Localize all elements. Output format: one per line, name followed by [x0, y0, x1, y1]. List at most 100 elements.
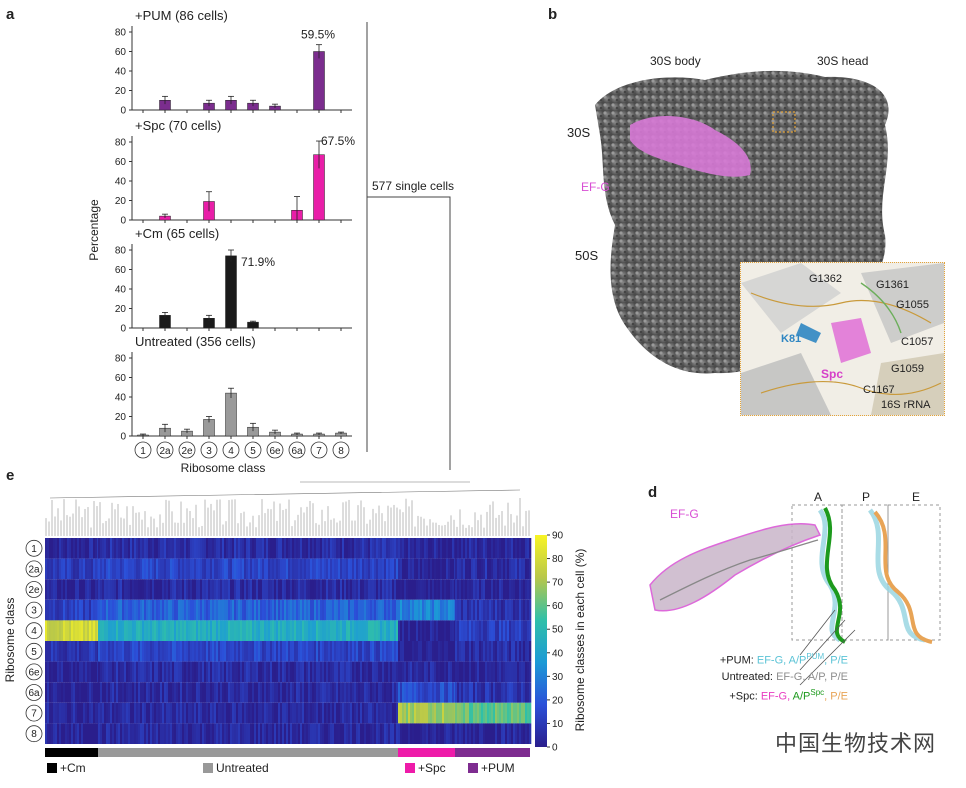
site-a-label: A — [814, 490, 822, 504]
row-circle-6e — [25, 663, 43, 681]
ytick-1-4: 80 — [115, 138, 127, 149]
class-circle-2a — [156, 441, 174, 459]
ytick-0-3: 60 — [115, 47, 127, 58]
annotation-2: 71.9% — [241, 255, 275, 269]
panel-a-xlabel: Ribosome class — [181, 461, 266, 475]
legend-spc-sup: Spc — [810, 687, 825, 697]
legend-spc-ap: A/P — [790, 690, 811, 703]
label-30s: 30S — [567, 125, 590, 140]
ytick-1-2: 40 — [115, 177, 127, 188]
class-circle-2e — [178, 441, 196, 459]
class-label-2e: 2e — [181, 446, 193, 457]
panel-letter-a: a — [6, 6, 15, 23]
row-label-5: 5 — [31, 647, 37, 658]
row-label-6e: 6e — [28, 667, 40, 678]
ytick-2-1: 20 — [115, 304, 127, 315]
inset-label-spc: Spc — [821, 367, 844, 381]
inset-structure — [741, 263, 944, 415]
legend-spc-pe: , P/E — [824, 690, 848, 703]
class-circle-4 — [222, 441, 240, 459]
legend-pum-efg: EF-G, A/P — [756, 654, 807, 667]
class-circle-6e — [266, 441, 284, 459]
legend-pum-sup: PUM — [806, 652, 825, 661]
legend-spc-efg: EF-G, — [760, 690, 791, 703]
label-30s-body: 30S body — [650, 55, 701, 68]
class-label-5: 5 — [250, 446, 256, 457]
row-circle-6a — [25, 684, 43, 701]
single-cells-label: 577 single cells — [372, 179, 454, 193]
panel-d-legend: +PUM: EF-G, A/PPUM, P/E Untreated: EF-G,… — [648, 649, 848, 704]
class-label-3: 3 — [206, 446, 212, 457]
row-circle-2a — [25, 560, 43, 578]
subplot-title-1: +Spc (70 cells) — [135, 118, 221, 133]
row-label-7: 7 — [31, 709, 37, 720]
group-bar-1 — [98, 748, 398, 757]
cb-tick-30: 30 — [552, 672, 564, 683]
row-circle-8 — [25, 725, 43, 743]
cb-tick-40: 40 — [552, 648, 564, 659]
tree-connector — [366, 22, 451, 470]
panel-d-structure-overlay: A P E EF-G — [649, 490, 941, 686]
ytick-0-4: 80 — [115, 28, 127, 39]
inset-label-g1055: G1055 — [896, 299, 930, 311]
class-label-8: 8 — [338, 446, 344, 457]
row-circle-1 — [25, 539, 43, 557]
group-bar-2 — [398, 748, 455, 757]
group-legend-1: Untreated — [216, 761, 269, 775]
panel-a-ylabel: Percentage — [87, 199, 101, 261]
ytick-1-0: 0 — [120, 216, 126, 227]
site-e-label: E — [912, 490, 920, 504]
bar-0-8 — [313, 51, 325, 111]
annotation-1: 67.5% — [321, 134, 355, 148]
row-circle-5 — [25, 642, 43, 660]
panel-e-ylabel: Ribosome class — [3, 598, 17, 683]
class-label-2a: 2a — [159, 446, 171, 457]
class-circle-3 — [200, 441, 218, 459]
group-bar-3 — [455, 748, 530, 757]
efg-density — [630, 115, 751, 177]
row-label-6a: 6a — [28, 688, 40, 699]
heatmap-cells — [45, 538, 532, 744]
legend-untreated-prefix: Untreated: — [721, 670, 773, 683]
group-bar — [45, 748, 530, 757]
group-legend-2: +Spc — [418, 761, 446, 775]
inset-label-g1059: G1059 — [891, 363, 925, 375]
cb-tick-20: 20 — [552, 695, 564, 706]
class-circle-6a — [288, 441, 306, 459]
cb-tick-10: 10 — [552, 719, 564, 730]
inset-label-k81: K81 — [781, 333, 802, 345]
subplot-title-2: +Cm (65 cells) — [135, 226, 219, 241]
cb-tick-80: 80 — [552, 554, 564, 565]
site-p-label: P — [862, 490, 870, 504]
panel-letter-e: e — [6, 467, 15, 484]
colorbar — [535, 535, 547, 747]
ytick-3-2: 40 — [115, 393, 127, 404]
class-label-6a: 6a — [291, 446, 303, 457]
row-label-3: 3 — [31, 606, 37, 617]
legend-untreated: Untreated: EF-G, A/P, P/E — [648, 669, 848, 685]
row-label-2a: 2a — [28, 564, 40, 575]
cb-tick-70: 70 — [552, 578, 564, 589]
panel-d-efg-label: EF-G — [670, 507, 699, 521]
legend-spc: +Spc: EF-G, A/PSpc, P/E — [648, 685, 848, 705]
group-bar-0 — [45, 748, 98, 757]
row-label-2e: 2e — [28, 585, 40, 596]
class-circle-5 — [244, 441, 262, 459]
ytick-1-3: 60 — [115, 157, 127, 168]
legend-spc-prefix: +Spc: — [729, 690, 758, 703]
ytick-3-1: 20 — [115, 412, 127, 423]
inset-label-g1361: G1361 — [876, 279, 910, 291]
ytick-2-4: 80 — [115, 246, 127, 257]
legend-untreated-parts: EF-G, A/P, P/E — [776, 670, 848, 683]
row-label-1: 1 — [31, 544, 37, 555]
inset-label-c1057: C1057 — [901, 336, 934, 348]
group-legend-0: +Cm — [60, 761, 86, 775]
bar-3-4 — [225, 392, 237, 437]
ytick-2-3: 60 — [115, 265, 127, 276]
bar-2-4 — [225, 255, 237, 329]
row-label-8: 8 — [31, 729, 37, 740]
class-label-4: 4 — [228, 446, 234, 457]
annotation-0: 59.5% — [301, 28, 335, 42]
cb-tick-60: 60 — [552, 601, 564, 612]
